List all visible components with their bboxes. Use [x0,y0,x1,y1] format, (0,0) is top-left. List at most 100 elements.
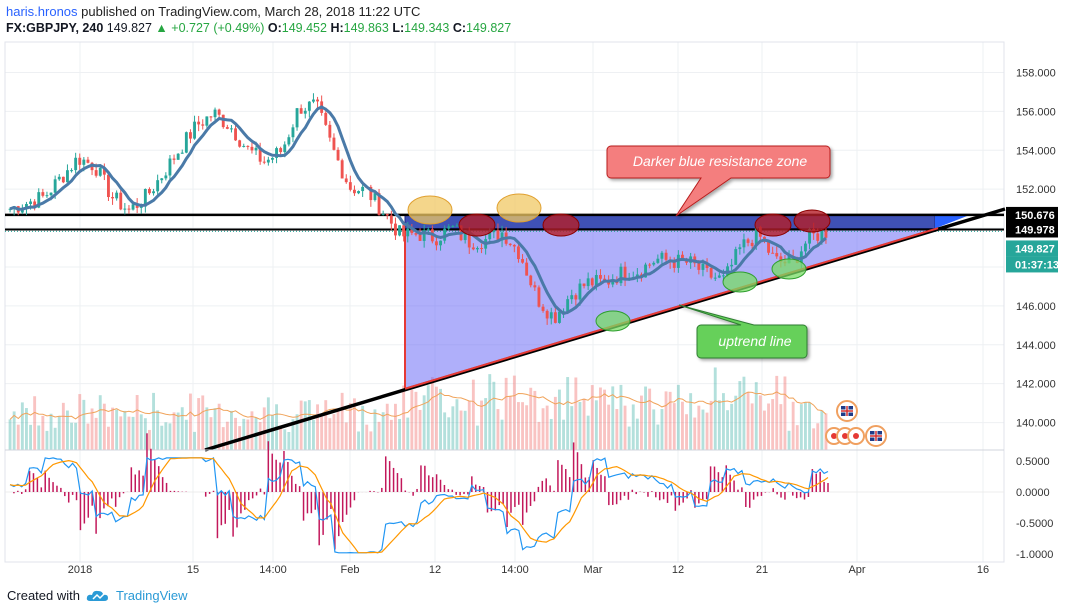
volume-bar [381,412,385,450]
resistance-touch-marker-gold [496,193,542,223]
candle-body [541,306,545,311]
tradingview-brand[interactable]: TradingView [115,588,188,603]
symbol-label[interactable]: FX:GBPJPY, 240 [6,21,104,35]
candle-body [189,132,192,139]
last-price: 149.827 [106,21,152,35]
candle-body [681,254,684,260]
candle-body [271,157,274,160]
author-link[interactable]: haris.hronos [6,4,78,19]
volume-bar [180,407,184,450]
volume-bar [61,402,65,450]
candle-body [754,227,758,246]
last-price-badge: 149.827 [1015,243,1055,255]
candle-body [553,312,557,323]
volume-bar [246,419,250,450]
volume-bar [184,419,188,450]
volume-bar [8,419,12,450]
candle-body [287,137,291,145]
candle-body [439,240,442,246]
candle-body [742,239,746,248]
candle-body [205,116,209,126]
volume-bar [562,419,565,450]
candle-body [41,192,45,196]
candle-body [750,242,754,246]
volume-bar [648,388,652,450]
candle-body [361,186,365,192]
time-tick-label: 14:00 [259,564,287,576]
candle-body [29,201,32,204]
volume-bar [533,390,537,450]
volume-bar [627,426,631,450]
volume-bar [467,400,471,450]
volume-bar [49,413,53,450]
volume-bar [734,395,738,450]
moving-average-line [9,105,827,316]
candle-body [734,249,738,265]
candle-body [201,124,205,126]
candle-body [131,204,135,210]
volume-bar [553,396,557,450]
candle-body [402,225,406,237]
candle-body [664,252,668,260]
candle-body [775,253,779,257]
candle-body [119,192,123,210]
candle-body [25,203,28,209]
candle-body [127,208,131,210]
volume-bar [689,393,693,450]
macd-line [9,456,829,554]
volume-bar [377,421,381,450]
volume-bar [160,425,164,450]
volume-bar [566,377,570,450]
volume-bar [385,403,389,450]
candle-body [172,158,176,160]
volume-bar [586,415,590,450]
time-tick-label: 14:00 [501,564,529,576]
volume-bar [578,401,582,450]
resistance-callout-box [606,145,831,217]
candle-body [283,144,287,153]
volume-bar [787,430,791,450]
volume-bar [25,408,28,450]
resistance-top-badge-box [1006,206,1058,223]
volume-bar [176,412,180,450]
volume-bar [713,367,717,450]
volume-bar [213,408,217,450]
volume-bar [480,400,483,450]
candle-body [344,178,348,183]
candle-body [455,225,459,227]
candle-body [558,311,561,323]
volume-bar [672,403,676,450]
uptrend-line-red[interactable] [404,227,939,390]
volume-bar [504,377,508,450]
event-dot-icon [842,433,848,439]
candle-body [348,182,352,190]
volume-bar [102,403,106,450]
volume-bar [287,431,291,450]
resistance-zone-wedge [935,214,970,229]
high-label: H: [330,21,344,35]
volume-bar [430,377,434,450]
time-axis: 2018 15 14:00 Feb 12 14:00 Mar 12 21 Apr 16 [68,564,989,576]
candle-body [312,99,315,102]
macd-pane [5,433,1004,554]
volume-bar [242,418,246,450]
volume-bar [20,402,24,450]
plot-frame [4,41,1005,563]
candle-body [37,192,41,208]
volume-bar [701,409,705,450]
candle-body [603,278,606,281]
candle-body [66,170,69,183]
volume-bar [676,384,680,450]
volume-bar [353,398,356,450]
candle-body [492,230,496,233]
volume-bar [373,409,377,450]
callouts: Darker blue resistance zone uptrend line [606,145,831,359]
event-icons[interactable] [825,400,887,447]
volume-bar [394,403,397,450]
volume-bar [78,394,82,450]
volume-bar [570,406,574,450]
time-tick-label: 16 [977,564,989,576]
volume-bar [590,385,594,450]
candle-body [529,275,533,286]
